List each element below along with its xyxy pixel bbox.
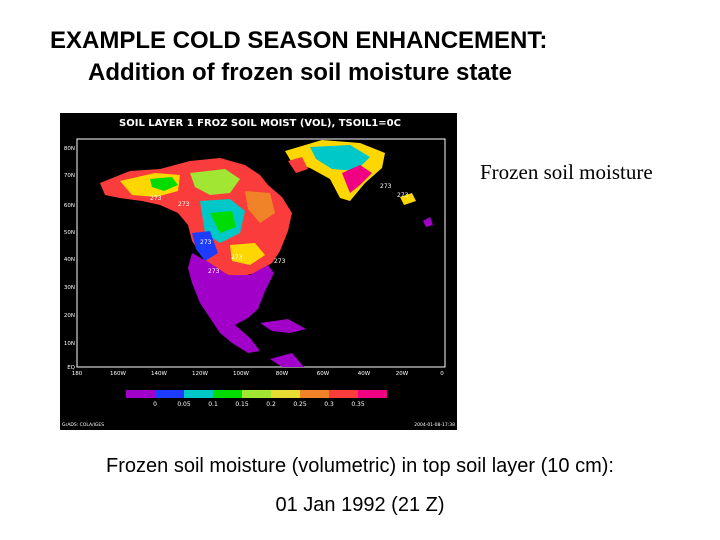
- lon-label-0: 0: [440, 371, 444, 377]
- colorbar-tick: 0.25: [293, 401, 307, 408]
- lat-label-40n: 40N: [64, 257, 75, 263]
- contour-label: 273: [231, 254, 243, 261]
- colorbar-tick: 0: [153, 401, 157, 408]
- lon-label-100w: 100W: [233, 371, 249, 377]
- map-footer-left: GrADS: COLA/IGES: [62, 422, 104, 428]
- lon-label-80w: 80W: [276, 371, 289, 377]
- lon-label-60w: 60W: [317, 371, 330, 377]
- south-region-unfrozen: [188, 253, 274, 353]
- contour-label: 273: [380, 183, 392, 190]
- lon-label-40w: 40W: [358, 371, 371, 377]
- colorbar: [126, 390, 387, 398]
- lat-label-30n: 30N: [64, 285, 75, 291]
- lon-label-120w: 120W: [192, 371, 208, 377]
- lat-label-10n: 10N: [64, 341, 75, 347]
- colorbar-swatch: [358, 390, 387, 398]
- contour-label: 273: [208, 268, 220, 275]
- colorbar-swatch: [126, 390, 155, 398]
- colorbar-tick: 0.05: [177, 401, 191, 408]
- caption-line1: Frozen soil moisture (volumetric) in top…: [106, 455, 614, 477]
- contour-label: 273: [397, 192, 409, 199]
- lon-label-180: 180: [72, 371, 83, 377]
- caption-date: 01 Jan 1992 (21 Z): [275, 494, 445, 516]
- lon-label-140w: 140W: [151, 371, 167, 377]
- slide-title-line2: Addition of frozen soil moisture state: [88, 59, 513, 86]
- colorbar-swatch: [271, 390, 300, 398]
- lat-label-80n: 80N: [64, 146, 75, 152]
- slide-title-line1: EXAMPLE COLD SEASON ENHANCEMENT:: [50, 27, 548, 54]
- lat-label-eq: EQ: [67, 365, 75, 371]
- colorbar-tick: 0.3: [324, 401, 334, 408]
- colorbar-swatch: [213, 390, 242, 398]
- colorbar-swatch: [329, 390, 358, 398]
- contour-label: 273: [178, 201, 190, 208]
- colorbar-tick: 0.15: [235, 401, 249, 408]
- colorbar-swatch: [155, 390, 184, 398]
- map-side-label: Frozen soil moisture: [480, 160, 653, 184]
- colorbar-swatch: [242, 390, 271, 398]
- lat-label-70n: 70N: [64, 173, 75, 179]
- lat-label-60n: 60N: [64, 203, 75, 209]
- colorbar-swatch: [184, 390, 213, 398]
- lat-label-50n: 50N: [64, 230, 75, 236]
- colorbar-tick: 0.2: [266, 401, 276, 408]
- colorbar-tick: 0.35: [351, 401, 365, 408]
- contour-label: 273: [200, 239, 212, 246]
- map-footer-right: 2004-01-08-17:38: [414, 422, 455, 428]
- contour-label: 273: [274, 258, 286, 265]
- frozen-soil-moisture-map: SOIL LAYER 1 FROZ SOIL MOIST (VOL), TSOI…: [60, 113, 457, 430]
- colorbar-swatch: [300, 390, 329, 398]
- map-title: SOIL LAYER 1 FROZ SOIL MOIST (VOL), TSOI…: [119, 118, 401, 129]
- lat-label-20n: 20N: [64, 313, 75, 319]
- lon-label-160w: 160W: [110, 371, 126, 377]
- colorbar-tick: 0.1: [208, 401, 218, 408]
- lon-label-20w: 20W: [396, 371, 409, 377]
- contour-label: 273: [150, 195, 162, 202]
